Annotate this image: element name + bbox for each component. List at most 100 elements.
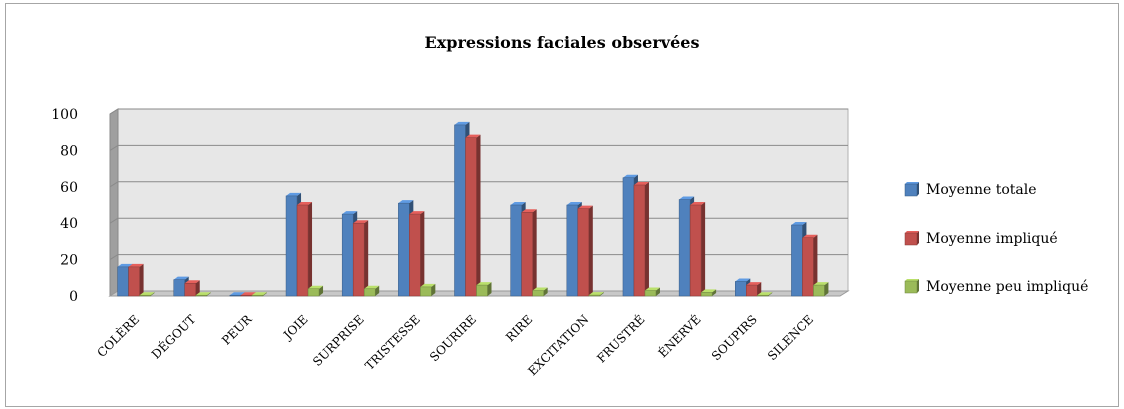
- bar-moyenne-impliqué: [352, 220, 369, 297]
- bar-top: [240, 292, 256, 296]
- x-category-label: RIRE: [503, 312, 535, 344]
- bar-front: [173, 279, 185, 297]
- bar-moyenne-peu-impliqué: [532, 287, 548, 297]
- x-category-label: FRUSTRÉ: [593, 312, 647, 366]
- bar-side: [655, 287, 660, 296]
- bar-moyenne-peu-impliqué: [195, 292, 211, 297]
- bar-front: [420, 286, 432, 297]
- bar-side: [813, 234, 818, 296]
- bar-front: [791, 224, 803, 297]
- bar-top: [454, 121, 470, 125]
- bar-front: [465, 137, 477, 297]
- gridline-side: [109, 217, 119, 224]
- bar-side: [476, 134, 481, 296]
- bar-front: [195, 294, 207, 297]
- bar-moyenne-impliqué: [465, 134, 481, 297]
- bar-top: [577, 205, 593, 209]
- bar-top: [297, 202, 313, 205]
- bar-top: [679, 196, 695, 200]
- x-category-label: SILENCE: [765, 312, 816, 363]
- bar-top: [622, 174, 638, 178]
- bar-moyenne-impliqué: [128, 263, 144, 297]
- bar-front: [566, 204, 579, 297]
- bar-front: [251, 294, 264, 297]
- bar-front: [633, 184, 646, 297]
- bar-side: [195, 280, 200, 296]
- y-tick-label: 40: [60, 216, 78, 232]
- bar-side: [532, 209, 537, 296]
- bar-front: [476, 284, 488, 297]
- bar-moyenne-impliqué: [633, 181, 649, 297]
- x-category-label: SOURIRE: [427, 312, 479, 364]
- bar-top: [229, 292, 245, 296]
- bar-side: [824, 282, 829, 296]
- bar-side: [364, 220, 369, 296]
- bar-moyenne-impliqué: [409, 211, 425, 297]
- bar-front: [454, 124, 466, 297]
- bar-side: [420, 211, 425, 296]
- bar-top: [521, 209, 537, 213]
- bar-top: [633, 181, 649, 185]
- legend-swatch: [904, 183, 918, 197]
- bar-top: [173, 276, 189, 280]
- bar-front: [622, 177, 635, 297]
- bar-side: [150, 292, 155, 296]
- bar-top: [364, 285, 380, 289]
- bar-moyenne-peu-impliqué: [813, 282, 829, 297]
- x-category-label: JOIE: [279, 312, 310, 343]
- legend-label: Moyenne impliqué: [926, 231, 1058, 247]
- legend-swatch-side: [917, 279, 919, 293]
- gridline-side: [109, 254, 119, 261]
- bar-moyenne-impliqué: [746, 282, 762, 297]
- bar-top: [746, 282, 762, 286]
- bar-side: [375, 285, 380, 296]
- legend-swatch-top: [905, 231, 919, 233]
- bar-front: [588, 294, 601, 297]
- bar-top: [139, 292, 155, 296]
- bar-front: [240, 294, 253, 297]
- bar-side: [712, 289, 717, 296]
- bar-side: [588, 205, 593, 296]
- bar-side: [308, 202, 313, 296]
- bar-front: [577, 208, 590, 297]
- chart-title: Expressions faciales observées: [424, 33, 700, 52]
- bar-side: [431, 283, 436, 296]
- bar-front: [352, 222, 365, 297]
- x-category-label: COLÈRE: [94, 312, 142, 360]
- bar-front: [296, 204, 309, 297]
- bar-top: [690, 202, 706, 205]
- bar-top: [532, 287, 548, 291]
- bar-front: [521, 212, 533, 297]
- bar-side: [139, 263, 144, 296]
- bar-moyenne-impliqué: [184, 280, 200, 297]
- bar-top: [117, 263, 133, 267]
- legend-swatch: [904, 280, 918, 294]
- bar-side: [768, 292, 773, 296]
- bar-moyenne-peu-impliqué: [420, 283, 436, 297]
- bar-side: [757, 282, 762, 296]
- bar-top: [184, 280, 200, 284]
- y-tick-label: 60: [60, 180, 78, 196]
- bar-front: [644, 290, 657, 297]
- bar-side: [487, 282, 492, 296]
- bar-side: [319, 285, 324, 296]
- bar-moyenne-impliqué: [802, 234, 818, 297]
- bar-front: [184, 283, 196, 297]
- bar-moyenne-impliqué: [521, 209, 537, 297]
- legend-label: Moyenne peu impliqué: [926, 279, 1088, 295]
- bar-side: [206, 292, 211, 296]
- bar-front: [409, 213, 421, 297]
- gridline-side: [109, 144, 119, 151]
- bar-front: [510, 204, 522, 297]
- bar-top: [735, 278, 751, 282]
- bar-front: [117, 266, 129, 297]
- bar-side: [701, 202, 706, 296]
- bar-top: [802, 234, 818, 238]
- bar-front: [398, 202, 410, 297]
- bar-top: [420, 283, 436, 287]
- bar-front: [700, 292, 713, 297]
- bar-top: [465, 134, 481, 138]
- bar-front: [307, 288, 320, 297]
- gridline-side: [109, 108, 119, 115]
- bar-front: [285, 195, 298, 297]
